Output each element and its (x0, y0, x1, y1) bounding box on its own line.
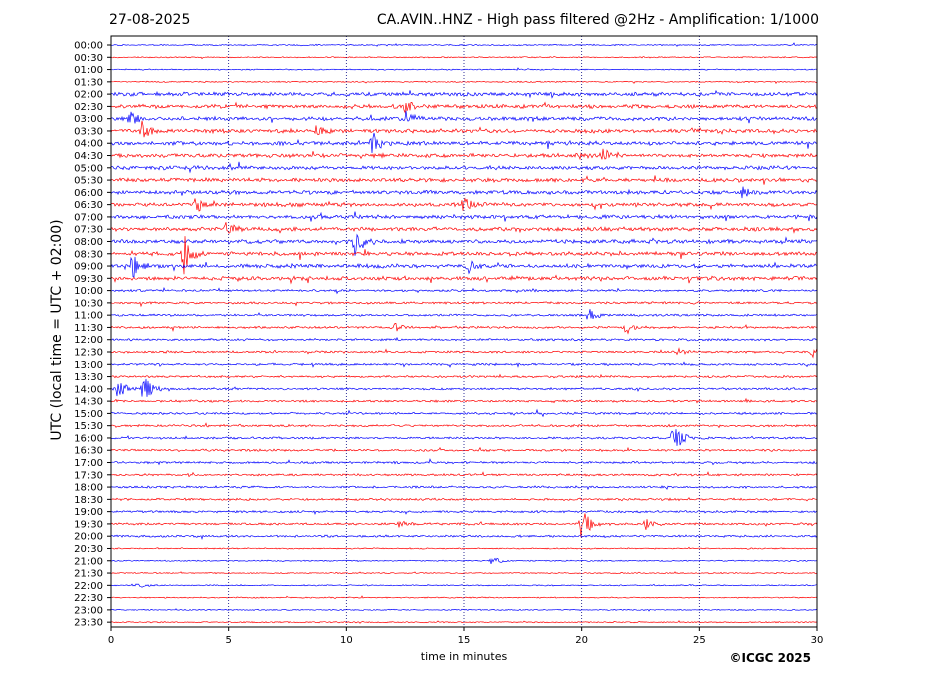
trace-line (111, 236, 817, 275)
trace-line (111, 485, 817, 491)
y-tick-label: 15:30 (74, 421, 103, 432)
y-tick-label: 21:30 (74, 569, 103, 580)
y-tick-label: 06:30 (74, 200, 103, 211)
trace-line (111, 274, 817, 285)
y-tick-label: 14:00 (74, 384, 103, 395)
y-tick-label: 18:30 (74, 495, 103, 506)
y-tick-label: 13:00 (74, 360, 103, 371)
y-tick-label: 16:00 (74, 433, 103, 444)
y-tick-label: 12:00 (74, 335, 103, 346)
trace-line (111, 397, 817, 404)
trace-line (111, 458, 817, 466)
trace-line (111, 197, 817, 212)
y-tick-label: 19:00 (74, 507, 103, 518)
y-tick-label: 18:00 (74, 483, 103, 494)
x-tick-label: 10 (340, 635, 353, 646)
y-tick-label: 06:00 (74, 188, 103, 199)
trace-line (111, 287, 817, 295)
trace-line (111, 89, 817, 99)
y-tick-label: 05:30 (74, 176, 103, 187)
y-tick-label: 19:30 (74, 519, 103, 530)
y-tick-label: 21:00 (74, 556, 103, 567)
y-tick-label: 07:00 (74, 212, 103, 223)
trace-line (111, 557, 817, 564)
y-tick-label: 04:30 (74, 151, 103, 162)
plot-frame (110, 35, 818, 628)
x-tick-label: 25 (693, 635, 706, 646)
y-tick-label: 22:00 (74, 581, 103, 592)
y-tick-label: 22:30 (74, 593, 103, 604)
trace-line (111, 186, 817, 199)
y-tick-label: 13:30 (74, 372, 103, 383)
trace-line (111, 132, 817, 154)
x-tick-label: 0 (108, 635, 114, 646)
x-tick-label: 5 (225, 635, 231, 646)
y-tick-label: 03:00 (74, 114, 103, 125)
trace-line (111, 347, 817, 359)
copyright-label: ©ICGC 2025 (729, 651, 811, 665)
y-tick-label: 16:30 (74, 446, 103, 457)
y-tick-label: 11:30 (74, 323, 103, 334)
trace-line (111, 408, 817, 418)
x-tick-label: 30 (811, 635, 824, 646)
trace-line (111, 101, 817, 114)
y-tick-label: 03:30 (74, 126, 103, 137)
x-tick-label: 20 (575, 635, 588, 646)
x-axis-label: time in minutes (420, 650, 508, 663)
y-tick-label: 11:00 (74, 311, 103, 322)
trace-line (111, 373, 817, 379)
chart-title: CA.AVIN..HNZ - High pass filtered @2Hz -… (376, 12, 819, 28)
trace-line (111, 110, 817, 124)
y-tick-label: 23:30 (74, 618, 103, 629)
y-tick-label: 08:30 (74, 249, 103, 260)
y-tick-label: 14:30 (74, 397, 103, 408)
trace-line (111, 120, 817, 138)
y-tick-label: 04:00 (74, 139, 103, 150)
y-tick-label: 23:00 (74, 605, 103, 616)
trace-line (111, 546, 817, 550)
y-tick-label: 05:00 (74, 163, 103, 174)
trace-line (111, 429, 817, 446)
y-tick-label: 00:00 (74, 41, 103, 52)
y-tick-label: 10:30 (74, 298, 103, 309)
y-tick-label: 01:00 (74, 65, 103, 76)
y-tick-label: 17:00 (74, 458, 103, 469)
trace-line (111, 301, 817, 308)
trace-line (111, 378, 817, 397)
y-tick-label: 02:00 (74, 90, 103, 101)
trace-line (111, 534, 817, 540)
trace-line (111, 80, 817, 84)
y-tick-label: 02:30 (74, 102, 103, 113)
y-tick-label: 12:30 (74, 348, 103, 359)
y-tick-label: 00:30 (74, 53, 103, 64)
y-tick-label: 09:30 (74, 274, 103, 285)
y-tick-label: 15:00 (74, 409, 103, 420)
x-tick-label: 15 (458, 635, 471, 646)
y-tick-label: 20:00 (74, 532, 103, 543)
date-label: 27-08-2025 (109, 12, 191, 28)
y-tick-label: 09:00 (74, 262, 103, 273)
y-tick-label: 01:30 (74, 77, 103, 88)
y-tick-label: 17:30 (74, 470, 103, 481)
trace-line (111, 513, 817, 538)
trace-line (111, 422, 817, 429)
y-tick-label: 08:00 (74, 237, 103, 248)
trace-line (111, 161, 817, 174)
y-tick-label: 07:30 (74, 225, 103, 236)
trace-line (111, 309, 817, 320)
y-tick-label: 10:00 (74, 286, 103, 297)
y-tick-label: 20:30 (74, 544, 103, 555)
trace-line (111, 361, 817, 368)
trace-line (111, 256, 817, 278)
